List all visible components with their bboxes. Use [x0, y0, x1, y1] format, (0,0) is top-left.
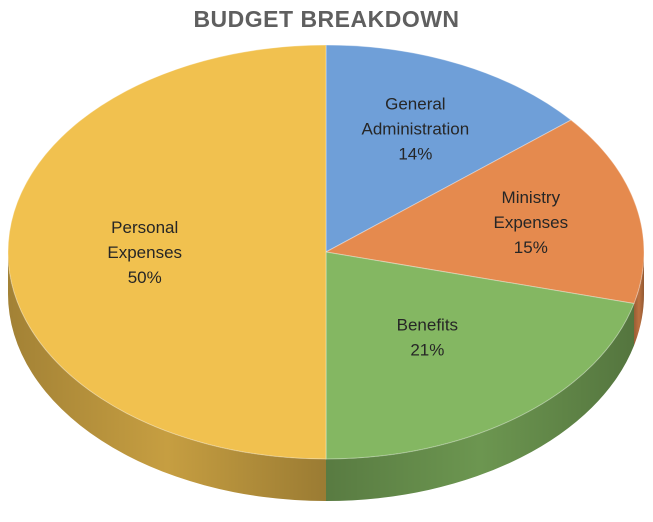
slice-value-ministry-expenses: 15%: [514, 238, 548, 257]
slice-name-ministry-expenses: Ministry: [502, 188, 561, 207]
slice-name-ministry-expenses: Expenses: [493, 213, 568, 232]
pie-slice-general-administration: [325, 44, 572, 253]
pie-sides: [8, 252, 644, 501]
slice-label-personal-expenses: Personal Expenses 50%: [107, 218, 182, 287]
slice-label-ministry-expenses: Ministry Expenses 15%: [493, 188, 568, 257]
pie-slice-ministry-expenses: [324, 119, 645, 305]
pie-side-shade-ministry-expenses: [634, 252, 644, 346]
slice-name-general-administration: General: [385, 94, 445, 113]
slice-value-personal-expenses: 50%: [128, 268, 162, 287]
slice-name-benefits: Benefits: [397, 316, 458, 335]
slice-value-benefits: 21%: [410, 341, 444, 360]
slice-label-general-administration: General Administration 14%: [362, 94, 470, 163]
pie-labels: General Administration 14% Ministry Expenses…: [107, 94, 568, 359]
pie-slice-benefits: [325, 251, 635, 460]
slice-name-general-administration: Administration: [362, 119, 470, 138]
pie-slices: [7, 44, 645, 460]
pie-side-shade-benefits: [326, 303, 635, 501]
slice-name-personal-expenses: Expenses: [107, 243, 182, 262]
slice-value-general-administration: 14%: [398, 144, 432, 163]
pie-side-shade-personal-expenses: [8, 252, 326, 501]
slice-label-benefits: Benefits 21%: [397, 316, 458, 360]
chart-title: BUDGET BREAKDOWN: [193, 6, 460, 32]
slice-name-personal-expenses: Personal: [111, 218, 178, 237]
pie-slice-personal-expenses: [7, 44, 327, 460]
